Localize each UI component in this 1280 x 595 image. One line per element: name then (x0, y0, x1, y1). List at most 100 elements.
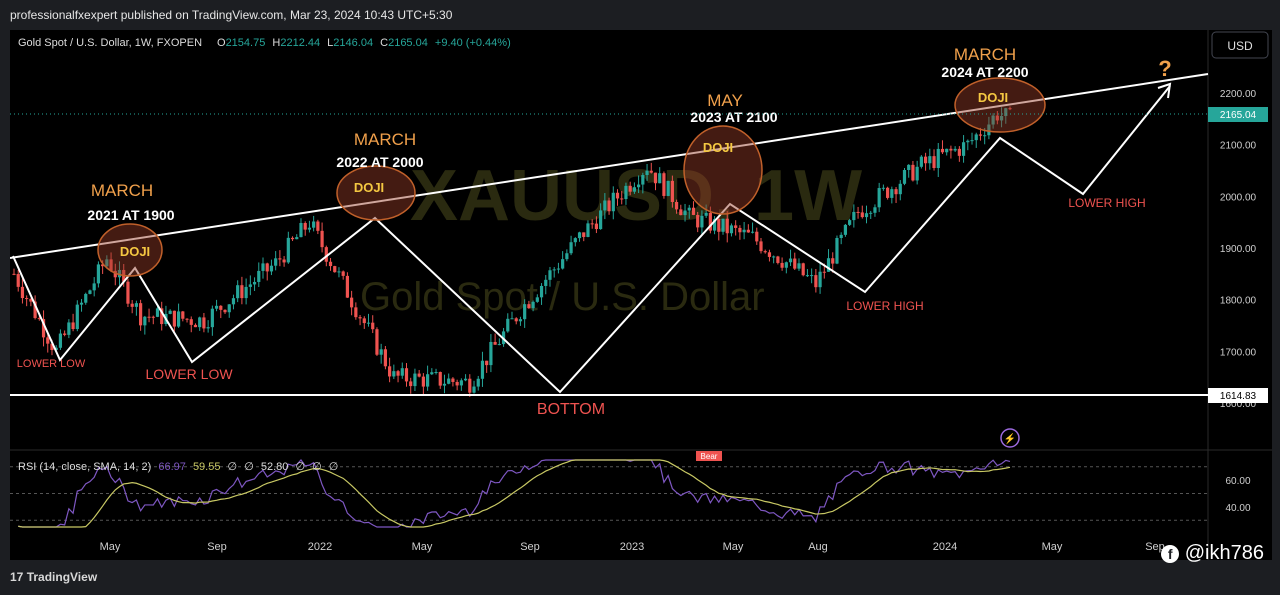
chart-area[interactable]: XAUUSD, 1W Gold Spot / U.S. Dollar Gold … (9, 30, 1272, 560)
candle-body (881, 187, 885, 189)
high-label: H (272, 37, 280, 49)
candle-body (371, 322, 375, 330)
candle-body (442, 383, 447, 386)
candle-body (620, 198, 624, 200)
trend-line[interactable] (9, 73, 1209, 259)
y-tick-label: 2000.00 (1220, 192, 1257, 203)
candle-body (738, 227, 742, 233)
candle-body (295, 237, 299, 240)
candle-body (299, 223, 303, 238)
candle-body (341, 271, 345, 276)
x-tick-label: May (412, 541, 433, 553)
candle-body (176, 311, 181, 327)
y-tick-label: 2100.00 (1220, 141, 1257, 152)
annot-2022-title: MARCH (354, 130, 416, 149)
rsi-ma-line (18, 459, 1011, 528)
candle-body (624, 185, 628, 200)
candle-body (185, 318, 189, 320)
candle-body (290, 237, 295, 240)
candle-body (434, 372, 438, 374)
rsi-marker-label: Bear (701, 452, 718, 461)
last-price-box (1208, 107, 1268, 122)
candle-body (586, 223, 590, 237)
candle-body (476, 378, 480, 387)
candle-body (240, 285, 244, 299)
candle-body (666, 180, 670, 196)
candle-body (29, 298, 33, 302)
zigzag-path[interactable] (12, 85, 1171, 394)
candle-body (79, 302, 84, 305)
publisher-text: professionalfxexpert published on Tradin… (10, 8, 453, 22)
y-tick-label: 1700.00 (1220, 347, 1257, 358)
x-tick-label: 2022 (308, 541, 332, 553)
candle-body (565, 253, 569, 260)
candle-body (721, 218, 725, 232)
candle-body (683, 210, 687, 216)
candle-body (37, 318, 41, 320)
candle-body (312, 221, 316, 228)
candle-body (767, 252, 772, 257)
candle-body (147, 316, 151, 318)
candle-body (202, 317, 206, 329)
candle-body (670, 180, 674, 202)
candle-body (826, 258, 831, 272)
candle-body (324, 247, 328, 262)
candle-body (468, 378, 472, 393)
svg-text:RSI (14, close, SMA, 14, 2): RSI (14, close, SMA, 14, 2) 66.97 59.55 … (18, 461, 338, 473)
candle-body (928, 156, 932, 164)
candle-body (877, 188, 881, 208)
candle-body (113, 270, 117, 278)
candle-body (784, 262, 788, 268)
tradingview-logo[interactable]: 17 TradingView (10, 570, 97, 584)
candle-body (269, 265, 274, 272)
candle-body (278, 258, 282, 260)
candle-body (168, 310, 172, 314)
candle-body (451, 378, 455, 382)
currency-button[interactable] (1211, 31, 1269, 59)
candle-body (852, 211, 856, 221)
candle-body (607, 200, 611, 212)
candle-body (696, 214, 700, 228)
y-tick-label: 1900.00 (1220, 244, 1257, 255)
candle-body (725, 218, 729, 234)
svg-text:⚡: ⚡ (1004, 432, 1016, 445)
candle-body (556, 268, 561, 270)
candle-body (915, 166, 919, 181)
candle-body (497, 344, 501, 346)
x-tick-label: May (723, 541, 744, 553)
x-tick-label: May (1042, 541, 1063, 553)
candle-body (708, 212, 712, 231)
candle-body (485, 360, 489, 366)
candle-body (788, 258, 793, 263)
price-chart[interactable]: XAUUSD, 1W Gold Spot / U.S. Dollar Gold … (9, 30, 1272, 560)
candle-body (25, 298, 29, 300)
candle-body (392, 371, 396, 377)
candle-body (674, 201, 679, 210)
candle-body (472, 386, 476, 393)
candle-body (54, 347, 58, 351)
rsi-tick-label: 40.00 (1225, 503, 1250, 514)
rsi-ma-value: 59.55 (193, 461, 221, 473)
candle-body (303, 223, 307, 230)
candle-body (383, 349, 387, 367)
candle-body (518, 319, 523, 322)
candle-body (33, 301, 37, 319)
candle-body (379, 349, 383, 355)
candle-body (96, 264, 101, 284)
x-tick-label: 2023 (620, 541, 644, 553)
y-tick-label: 1600.00 (1220, 399, 1257, 410)
annot-2022-doji: DOJI (354, 180, 384, 195)
candle-body (628, 185, 632, 192)
candle-body (978, 134, 983, 136)
candle-body (181, 311, 185, 319)
watermark-ticker: XAUUSD, 1W (410, 156, 862, 236)
candle-body (92, 283, 96, 291)
candle-body (366, 322, 371, 324)
annot-lower-high-1: LOWER HIGH (846, 299, 923, 313)
lightning-icon[interactable] (1000, 428, 1020, 448)
candle-body (932, 156, 936, 169)
candle-body (983, 135, 987, 137)
candle-body (101, 264, 105, 267)
candle-body (552, 269, 556, 271)
rsi-marker-box (696, 451, 722, 461)
